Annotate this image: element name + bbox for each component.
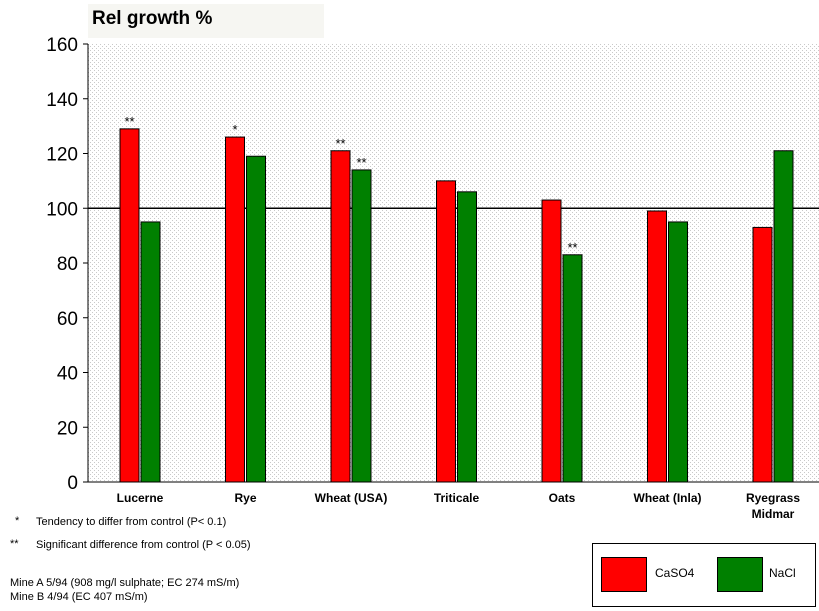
bar-annotation: **	[335, 136, 345, 151]
bar-annotation: **	[567, 240, 577, 255]
bar-caso4-2	[330, 150, 351, 483]
bar-nacl-6	[773, 150, 794, 483]
bar-nacl-3	[457, 191, 477, 483]
y-tick-label: 0	[67, 473, 78, 494]
category-label: Lucerne	[117, 491, 164, 505]
category-label: Triticale	[434, 491, 480, 505]
footnote-2-mark: **	[10, 538, 19, 550]
legend-swatch-caso4	[601, 557, 647, 592]
category-label: Rye	[234, 491, 256, 505]
bar-nacl-4	[562, 254, 583, 483]
y-tick-label: 80	[57, 254, 78, 275]
y-tick-label: 140	[46, 90, 78, 111]
bar-nacl-1	[246, 155, 266, 483]
y-tick-label: 60	[57, 309, 78, 330]
title-background	[88, 4, 324, 38]
bar-caso4-6	[752, 226, 773, 483]
legend-label-nacl: NaCl	[769, 566, 796, 580]
legend: CaSO4 NaCl	[592, 543, 816, 607]
y-tick-label: 120	[46, 145, 78, 166]
bar-caso4-5	[647, 210, 667, 483]
bar-caso4-4	[541, 199, 562, 483]
bar-annotation: **	[124, 114, 134, 129]
footnote-1-mark: *	[15, 515, 20, 527]
mine-b-note: Mine B 4/94 (EC 407 mS/m)	[10, 591, 148, 603]
bar-annotation: *	[232, 122, 237, 137]
bar-caso4-1	[225, 136, 245, 483]
bar-caso4-0	[119, 128, 140, 483]
bar-nacl-2	[351, 169, 372, 483]
bar-caso4-3	[436, 180, 456, 483]
y-tick-label: 20	[57, 418, 78, 439]
footnote-1: Tendency to differ from control (P< 0.1)	[36, 516, 227, 528]
bar-nacl-5	[668, 221, 688, 483]
y-tick-label: 160	[46, 35, 78, 56]
mine-a-note: Mine A 5/94 (908 mg/l sulphate; EC 274 m…	[10, 577, 240, 589]
category-label: Oats	[549, 491, 576, 505]
chart-title: Rel growth %	[92, 8, 213, 29]
legend-label-caso4: CaSO4	[655, 566, 695, 580]
footnote-2: Significant difference from control (P <…	[36, 539, 251, 551]
category-label: Wheat (Inla)	[634, 491, 702, 505]
bar-nacl-0	[140, 221, 161, 483]
legend-swatch-nacl	[717, 557, 763, 592]
y-tick-label: 40	[57, 364, 78, 385]
category-label: Midmar	[752, 507, 795, 521]
category-label: Ryegrass	[746, 491, 800, 505]
bar-annotation: **	[356, 155, 366, 170]
y-tick-label: 100	[46, 199, 78, 220]
category-label: Wheat (USA)	[315, 491, 388, 505]
